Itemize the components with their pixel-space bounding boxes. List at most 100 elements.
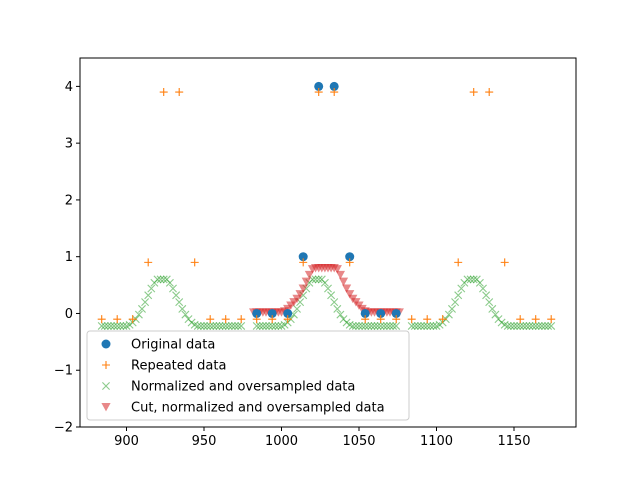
data-point-normalized xyxy=(475,278,484,287)
data-point-normalized xyxy=(327,291,336,300)
data-point-normalized xyxy=(141,298,150,307)
data-point-normalized xyxy=(534,321,543,330)
data-point-original xyxy=(314,81,324,91)
series-original xyxy=(252,81,401,318)
legend-marker xyxy=(102,382,110,390)
data-point-normalized xyxy=(479,284,487,293)
data-point-original xyxy=(252,308,262,318)
data-point-normalized xyxy=(448,304,456,313)
data-point-normalized xyxy=(392,321,401,330)
data-point-normalized xyxy=(330,298,339,307)
data-point-original xyxy=(329,81,339,91)
data-point-normalized xyxy=(491,310,500,319)
data-point-normalized xyxy=(488,304,497,313)
y-tick-label: 1 xyxy=(65,250,73,265)
data-point-normalized xyxy=(255,321,264,330)
data-point-cut xyxy=(295,290,305,299)
data-point-repeated xyxy=(407,315,416,324)
data-point-repeated xyxy=(268,315,277,324)
data-point-normalized xyxy=(351,321,360,330)
data-point-normalized xyxy=(531,321,540,330)
data-point-normalized xyxy=(144,291,153,300)
data-point-normalized xyxy=(169,284,177,293)
data-point-normalized xyxy=(457,284,466,293)
data-point-original xyxy=(345,252,355,262)
data-point-repeated xyxy=(531,315,540,324)
series-normalized xyxy=(97,275,556,330)
data-point-normalized xyxy=(134,310,143,319)
data-point-normalized xyxy=(203,321,212,330)
data-point-normalized xyxy=(420,321,429,330)
x-tick-label: 950 xyxy=(192,434,217,449)
x-tick-label: 1000 xyxy=(265,434,298,449)
data-point-normalized xyxy=(389,321,398,330)
data-point-normalized xyxy=(463,275,472,284)
data-point-repeated xyxy=(469,88,478,97)
data-point-original xyxy=(391,308,401,318)
data-point-cut xyxy=(345,290,355,299)
data-point-normalized xyxy=(336,310,345,319)
data-point-normalized xyxy=(466,275,475,284)
data-point-normalized xyxy=(376,321,385,330)
data-point-repeated xyxy=(345,258,354,267)
data-point-normalized xyxy=(454,291,463,300)
data-point-normalized xyxy=(373,321,382,330)
data-point-normalized xyxy=(367,321,376,330)
data-point-normalized xyxy=(200,321,208,330)
data-point-normalized xyxy=(274,321,283,330)
data-point-cut xyxy=(342,284,352,293)
data-point-normalized xyxy=(426,321,435,330)
legend: Original data Repeated data Normalized and… xyxy=(86,330,410,421)
data-point-normalized xyxy=(227,321,236,330)
data-point-repeated xyxy=(500,258,509,267)
data-point-normalized xyxy=(407,321,416,330)
data-point-normalized xyxy=(221,321,230,330)
x-tick-label: 1150 xyxy=(497,434,530,449)
data-point-normalized xyxy=(333,304,342,313)
data-point-normalized xyxy=(156,275,165,284)
y-tick-label: 2 xyxy=(65,193,73,208)
data-point-repeated xyxy=(361,315,370,324)
data-point-repeated xyxy=(190,258,199,267)
data-point-normalized xyxy=(358,321,367,330)
data-point-normalized xyxy=(107,321,115,330)
data-point-normalized xyxy=(193,321,202,330)
data-point-normalized xyxy=(444,310,453,319)
y-tick-label: 4 xyxy=(65,80,73,95)
data-point-original xyxy=(283,308,293,318)
data-point-original xyxy=(267,308,277,318)
ticks-layer: 900 950 1000 1050 1100 1150 −2 −1 0 1 2 3 4 xyxy=(54,80,531,449)
data-point-normalized xyxy=(113,321,122,330)
data-point-normalized xyxy=(212,321,221,330)
data-point-normalized xyxy=(417,321,425,330)
data-point-normalized xyxy=(544,321,553,330)
legend-entries: Original data Repeated data Normalized and… xyxy=(101,338,385,416)
data-point-normalized xyxy=(153,275,162,284)
data-point-repeated xyxy=(128,315,137,324)
data-point-normalized xyxy=(100,321,109,330)
axes-frame xyxy=(79,57,577,428)
data-point-normalized xyxy=(159,275,168,284)
legend-label: Normalized and oversampled data xyxy=(131,380,355,395)
data-point-repeated xyxy=(485,88,494,97)
data-point-original xyxy=(360,308,370,318)
data-point-normalized xyxy=(116,321,125,330)
data-point-repeated xyxy=(547,315,556,324)
data-point-repeated xyxy=(438,315,447,324)
data-point-normalized xyxy=(165,278,174,287)
data-point-normalized xyxy=(364,321,373,330)
data-point-normalized xyxy=(175,298,184,307)
y-tick-label: 3 xyxy=(65,137,73,152)
data-point-normalized xyxy=(528,321,537,330)
data-point-normalized xyxy=(218,321,227,330)
legend-label: Repeated data xyxy=(131,359,226,374)
data-point-normalized xyxy=(525,321,534,330)
legend-label: Original data xyxy=(131,338,215,353)
data-point-normalized xyxy=(320,278,329,287)
data-point-repeated xyxy=(252,315,261,324)
data-point-normalized xyxy=(547,321,556,330)
data-point-normalized xyxy=(234,321,243,330)
series-repeated xyxy=(97,88,556,324)
data-point-cut xyxy=(304,270,314,280)
data-point-normalized xyxy=(209,321,218,330)
